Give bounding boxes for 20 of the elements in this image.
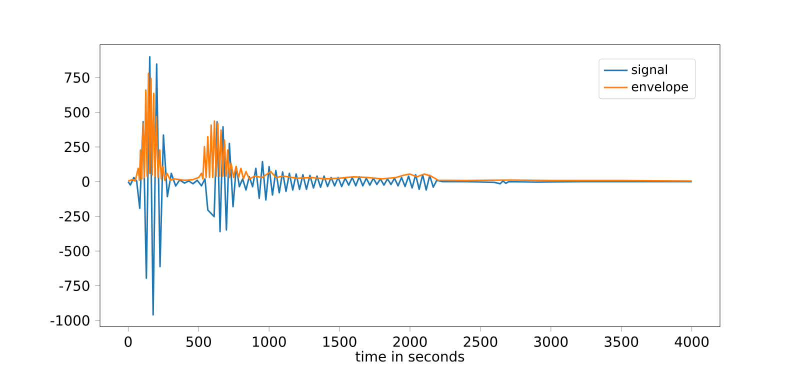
y-tick-label: 750 — [64, 72, 90, 83]
x-tick-label: 500 — [186, 336, 211, 347]
x-tick-label: 1500 — [323, 336, 356, 347]
y-tick-label: -250 — [59, 211, 90, 222]
y-tick-label: 0 — [82, 176, 90, 187]
x-tick-label: 3000 — [534, 336, 568, 347]
y-tick-label: 500 — [64, 107, 90, 118]
x-tick-label: 2500 — [464, 336, 498, 347]
y-tick-label: 250 — [64, 142, 90, 152]
x-axis-title: time in seconds — [356, 350, 464, 362]
y-tick-label: -500 — [59, 246, 90, 256]
x-tick-label: 3500 — [604, 336, 638, 347]
legend-label: envelope — [632, 82, 688, 94]
x-tick-label: 1000 — [252, 336, 286, 347]
x-tick-label: 4000 — [674, 336, 709, 347]
y-tick-label: -750 — [59, 280, 90, 291]
x-tick-label: 2000 — [393, 336, 427, 347]
y-tick-label: -1000 — [50, 315, 90, 326]
legend-label: signal — [632, 64, 667, 77]
x-tick-label: 0 — [124, 336, 132, 347]
